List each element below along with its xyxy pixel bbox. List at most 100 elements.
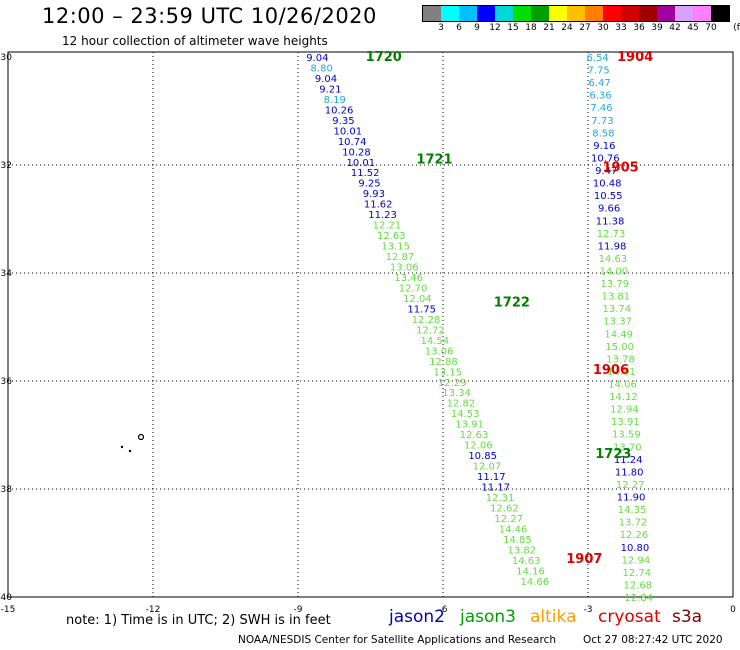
page-title: 12:00 – 23:59 UTC 10/26/2020 bbox=[42, 4, 377, 28]
swh-value: 9.66 bbox=[598, 204, 620, 215]
swh-value: 14.46 bbox=[499, 524, 528, 535]
swh-value: 11.17 bbox=[477, 472, 506, 483]
legend-tick-label: 33 bbox=[615, 23, 627, 33]
legend-cryosat: cryosat bbox=[598, 607, 661, 627]
legend-swatch bbox=[639, 6, 657, 21]
swh-value: 13.59 bbox=[612, 430, 641, 441]
lon-tick-label: -12 bbox=[146, 605, 161, 615]
legend-swatch bbox=[531, 6, 549, 21]
swh-value: 12.68 bbox=[623, 580, 652, 591]
lat-tick-label: -36 bbox=[0, 377, 12, 387]
legend-swatch bbox=[459, 6, 477, 21]
lon-tick-label: -6 bbox=[439, 605, 448, 615]
swh-value: 6.36 bbox=[589, 91, 611, 102]
footer-credit: NOAA/NESDIS Center for Satellite Applica… bbox=[238, 634, 556, 646]
swh-value: 13.91 bbox=[611, 417, 640, 428]
swh-value: 13.81 bbox=[601, 292, 630, 303]
swh-value: 13.06 bbox=[390, 263, 419, 274]
swh-value: 12.72 bbox=[416, 325, 445, 336]
swh-value: 6.54 bbox=[587, 53, 609, 64]
swh-value: 13.79 bbox=[601, 279, 630, 290]
swh-value: 13.15 bbox=[381, 242, 410, 253]
swh-value: 12.63 bbox=[460, 430, 489, 441]
time-label: 1906 bbox=[593, 363, 629, 378]
swh-value: 12.63 bbox=[377, 231, 406, 242]
legend-tick-label: 12 bbox=[489, 23, 501, 33]
swh-value: 13.15 bbox=[434, 367, 463, 378]
swh-value: 14.35 bbox=[618, 505, 647, 516]
legend-tick-label: 18 bbox=[525, 23, 537, 33]
time-label: 1907 bbox=[566, 552, 602, 567]
swh-value: 14.63 bbox=[512, 556, 541, 567]
swh-value: 10.26 bbox=[325, 105, 354, 116]
swh-value: 14.06 bbox=[608, 380, 637, 391]
swh-value: 13.37 bbox=[603, 317, 632, 328]
swh-value: 10.76 bbox=[591, 153, 620, 164]
lat-tick-label: -38 bbox=[0, 485, 12, 495]
swh-value: 14.49 bbox=[604, 329, 633, 340]
legend-tick-label: 42 bbox=[669, 23, 681, 33]
swh-value: 12.31 bbox=[486, 493, 515, 504]
swh-value: 9.25 bbox=[358, 179, 380, 190]
legend-tick-label: 39 bbox=[651, 23, 663, 33]
swh-value: 12.62 bbox=[490, 503, 519, 514]
swh-value: 14.16 bbox=[516, 566, 545, 577]
swh-value: 14.01 bbox=[607, 367, 636, 378]
swh-value: 12.74 bbox=[623, 568, 652, 579]
swh-value: 9.35 bbox=[332, 116, 354, 127]
swh-value: 14.85 bbox=[503, 535, 532, 546]
swh-value: 9.21 bbox=[319, 84, 341, 95]
swh-value: 13.06 bbox=[425, 346, 454, 357]
legend-swatch bbox=[711, 6, 729, 21]
swh-value: 12.82 bbox=[447, 399, 476, 410]
lon-tick-label: -15 bbox=[1, 605, 16, 615]
swh-value: 10.55 bbox=[594, 191, 623, 202]
legend-tick-label: 45 bbox=[687, 23, 699, 33]
swh-value: 12.88 bbox=[429, 357, 458, 368]
swh-value: 12.94 bbox=[610, 405, 639, 416]
legend-tick-label: 27 bbox=[579, 23, 591, 33]
swh-value: 14.54 bbox=[420, 336, 449, 347]
lon-tick-label: 0 bbox=[730, 605, 736, 615]
lon-tick-label: -3 bbox=[584, 605, 593, 615]
swh-value: 14.66 bbox=[521, 577, 550, 588]
legend-altika: altika bbox=[530, 607, 577, 627]
swh-value: 14.63 bbox=[599, 254, 628, 265]
legend-swatch bbox=[621, 6, 639, 21]
swh-value: 7.46 bbox=[590, 103, 612, 114]
map-frame bbox=[7, 51, 734, 598]
time-label: 1723 bbox=[595, 447, 631, 462]
swh-value: 13.78 bbox=[606, 354, 635, 365]
swh-value: 7.75 bbox=[587, 66, 609, 77]
swh-value: 12.27 bbox=[494, 514, 523, 525]
swh-value: 12.06 bbox=[464, 441, 493, 452]
swh-value: 11.17 bbox=[481, 483, 510, 494]
swh-value: 6.47 bbox=[588, 78, 610, 89]
swh-value: 9.04 bbox=[306, 53, 328, 64]
legend-tick-label: 15 bbox=[507, 23, 519, 33]
swh-value: 12.28 bbox=[412, 315, 441, 326]
legend-swatch bbox=[603, 6, 621, 21]
swh-value: 10.85 bbox=[468, 451, 497, 462]
legend-tick-label: 9 bbox=[474, 23, 480, 33]
swh-value: 14.12 bbox=[609, 392, 638, 403]
island-marker bbox=[120, 445, 124, 449]
swh-value: 11.24 bbox=[614, 455, 643, 466]
swh-value: 13.91 bbox=[455, 420, 484, 431]
time-label: 1722 bbox=[494, 296, 530, 311]
swh-value: 13.34 bbox=[442, 388, 471, 399]
island-marker bbox=[137, 433, 145, 441]
swh-value: 10.28 bbox=[342, 147, 371, 158]
legend-swatch bbox=[549, 6, 567, 21]
legend-swatch bbox=[585, 6, 603, 21]
time-label: 1720 bbox=[366, 50, 402, 65]
page-subtitle: 12 hour collection of altimeter wave hei… bbox=[62, 34, 328, 48]
swh-value: 12.87 bbox=[386, 252, 415, 263]
legend-swatch bbox=[657, 6, 675, 21]
swh-value: 11.52 bbox=[351, 168, 380, 179]
lat-tick-label: -32 bbox=[0, 161, 12, 171]
swh-value: 11.23 bbox=[368, 210, 397, 221]
